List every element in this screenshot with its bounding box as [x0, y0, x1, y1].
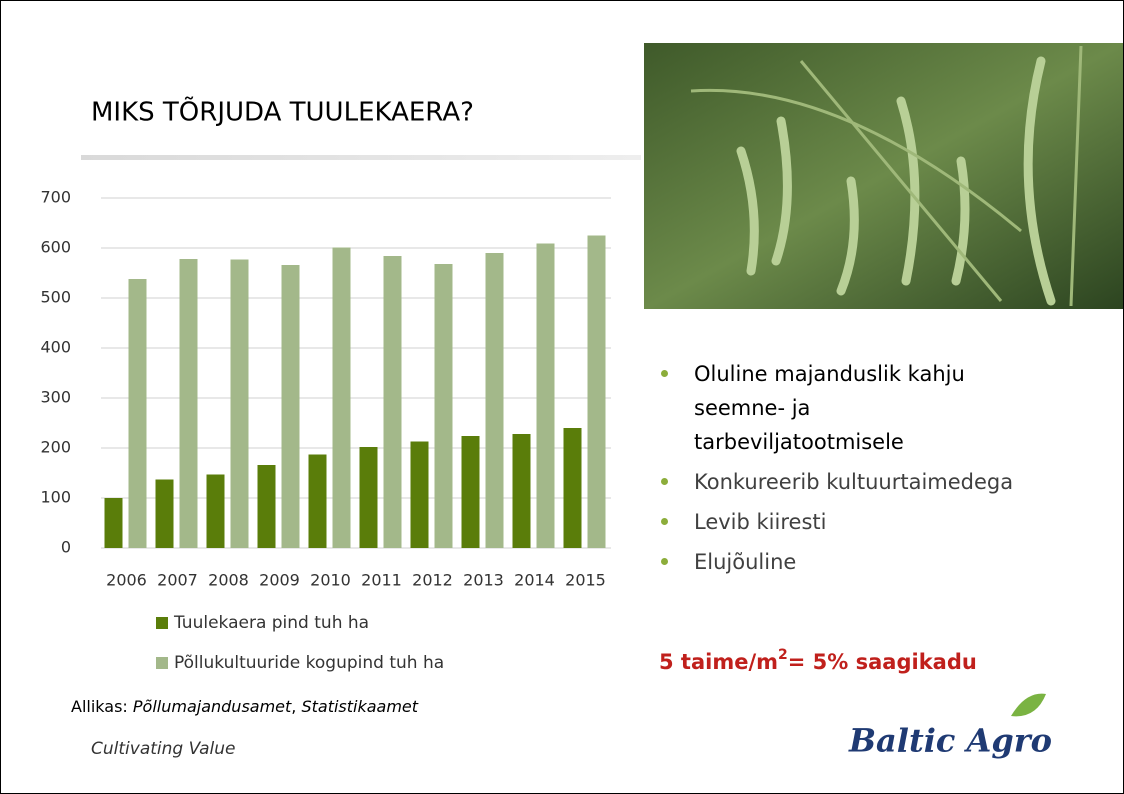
bar: [411, 442, 429, 549]
bullet: Elujõuline: [661, 545, 1021, 579]
bar: [231, 260, 249, 549]
y-tick-label: 0: [61, 538, 71, 557]
x-tick-label: 2015: [565, 571, 606, 590]
bar: [360, 447, 378, 548]
legend-swatch: [156, 657, 168, 669]
bar: [207, 475, 225, 549]
y-tick-label: 600: [40, 238, 71, 257]
source-text: Statistikaamet: [301, 697, 418, 716]
y-tick-label: 400: [40, 338, 71, 357]
x-tick-label: 2009: [259, 571, 300, 590]
logo-text: Baltic Agro: [848, 722, 1052, 760]
source-text: Põllumajandusamet: [133, 697, 292, 716]
y-tick-label: 300: [40, 388, 71, 407]
highlight-text: = 5% saagikadu: [788, 650, 977, 674]
y-tick-label: 500: [40, 288, 71, 307]
bar: [537, 244, 555, 549]
bullet: Konkureerib kultuurtaimedega: [661, 465, 1021, 499]
source-text: ,: [291, 697, 301, 716]
x-tick-label: 2008: [208, 571, 249, 590]
bullet: Oluline majanduslik kahju seemne- ja tar…: [661, 357, 1021, 459]
source: Allikas: Põllumajandusamet, Statistikaam…: [71, 697, 419, 716]
slide-title: MIKS TÕRJUDA TUULEKAERA?: [91, 96, 474, 128]
x-tick-label: 2013: [463, 571, 504, 590]
x-tick-label: 2011: [361, 571, 402, 590]
legend-label: Põllukultuuride kogupind tuh ha: [174, 653, 444, 673]
highlight: 5 taime/m2= 5% saagikadu: [659, 647, 977, 674]
bar: [156, 480, 174, 549]
bar: [258, 465, 276, 548]
bar: [333, 248, 351, 549]
logo: Baltic Agro: [848, 694, 1052, 760]
superscript: 2: [778, 647, 788, 663]
footer: Cultivating Value: [91, 739, 236, 759]
legend-swatch: [156, 617, 168, 629]
bullet: Levib kiiresti: [661, 505, 1021, 539]
bar: [588, 236, 606, 549]
slide: MIKS TÕRJUDA TUULEKAERA? Baltic Agro 5 t…: [0, 0, 1124, 794]
y-tick-label: 700: [40, 188, 71, 207]
bar: [486, 253, 504, 548]
bar: [462, 436, 480, 548]
bar: [180, 259, 198, 548]
bar: [435, 264, 453, 548]
bar: [129, 279, 147, 548]
y-tick-label: 200: [40, 438, 71, 457]
bar: [105, 498, 123, 548]
bar: [513, 434, 531, 548]
x-tick-label: 2006: [106, 571, 147, 590]
bar: [564, 428, 582, 548]
x-tick-label: 2007: [157, 571, 198, 590]
x-tick-label: 2012: [412, 571, 453, 590]
source-text: Allikas:: [71, 697, 133, 716]
x-tick-label: 2010: [310, 571, 351, 590]
bullet-list: Oluline majanduslik kahju seemne- ja tar…: [661, 357, 1021, 585]
legend-label: Tuulekaera pind tuh ha: [173, 613, 369, 633]
highlight-text: 5 taime/m: [659, 650, 778, 674]
title-rule: [81, 155, 641, 160]
bar: [309, 455, 327, 549]
y-tick-label: 100: [40, 488, 71, 507]
x-tick-label: 2014: [514, 571, 555, 590]
bar: [282, 265, 300, 548]
photo: [644, 43, 1123, 309]
bar: [384, 256, 402, 548]
